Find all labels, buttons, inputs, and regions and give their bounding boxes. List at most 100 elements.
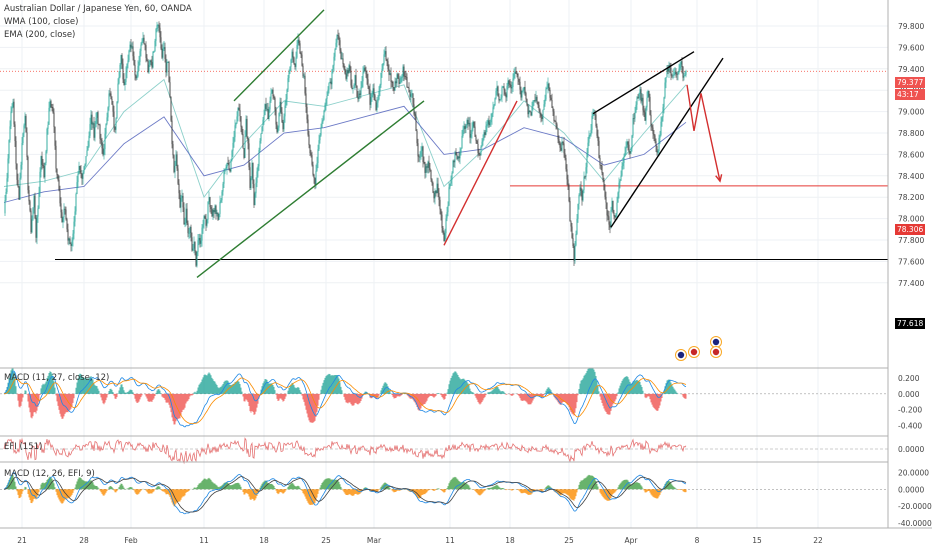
candle-body — [5, 191, 7, 201]
candle-body — [219, 201, 221, 214]
trend-drawings[interactable] — [196, 9, 724, 278]
candle-body — [651, 125, 653, 128]
candle-body — [133, 56, 135, 65]
candle-body — [390, 73, 392, 82]
candle-body — [137, 66, 139, 77]
candle-body — [449, 183, 451, 188]
candle-body — [626, 141, 628, 148]
candle-body — [237, 107, 239, 117]
candle-body — [590, 130, 592, 136]
candle-body — [616, 202, 618, 214]
candle-body — [129, 44, 131, 51]
candle-body — [115, 118, 117, 130]
candle-body — [569, 201, 571, 222]
candle-body — [47, 124, 49, 129]
candle-body — [350, 71, 352, 86]
candle-body — [444, 233, 446, 242]
candle-body — [546, 87, 548, 89]
candle-body — [599, 157, 601, 166]
price-tick: 79.600 — [898, 43, 924, 52]
candle-body — [346, 70, 348, 79]
candle-body — [389, 73, 391, 75]
price-tick: 78.800 — [898, 129, 924, 138]
candle-body — [330, 81, 332, 85]
candle-body — [270, 93, 272, 101]
candle-body — [418, 156, 420, 158]
time-tick: 8 — [695, 536, 700, 545]
price-tick: 78.000 — [898, 215, 924, 224]
candle-body — [339, 40, 341, 51]
candle-body — [406, 77, 408, 88]
candle-body — [239, 110, 241, 117]
candle-body — [180, 197, 182, 208]
candle-body — [336, 35, 338, 43]
candle-body — [267, 108, 269, 120]
candle-body — [471, 128, 473, 135]
event-markers[interactable] — [675, 336, 722, 361]
candle-body — [274, 98, 276, 110]
candle-body — [649, 96, 651, 115]
candle-body — [322, 119, 324, 122]
candle-body — [311, 155, 313, 165]
macd1-tick: 0.000 — [898, 390, 920, 399]
candle-body — [467, 120, 469, 125]
panel-separators[interactable] — [0, 0, 932, 529]
resistance-tag: 78.306 — [895, 224, 925, 235]
candle-body — [373, 88, 375, 96]
candle-body — [295, 57, 297, 67]
candle-body — [185, 208, 187, 223]
candle-body — [536, 96, 538, 102]
candle-body — [245, 118, 247, 137]
candle-body — [579, 187, 581, 196]
candle-body — [30, 210, 32, 233]
candle-body — [42, 164, 44, 167]
candle-body — [661, 117, 663, 122]
candle-body — [644, 112, 646, 121]
time-tick: 11 — [199, 536, 209, 545]
candle-body — [611, 200, 613, 211]
candle-body — [288, 71, 290, 79]
candle-body — [90, 114, 92, 125]
price-tick: 78.600 — [898, 150, 924, 159]
candle-body — [664, 82, 666, 98]
candle-body — [182, 195, 184, 208]
candle-body — [122, 63, 124, 80]
candle-body — [509, 84, 511, 86]
candle-body — [16, 163, 18, 180]
candle-body — [671, 75, 673, 77]
candle-body — [190, 226, 192, 238]
candle-body — [258, 150, 260, 167]
candle-body — [50, 101, 52, 108]
candle-body — [345, 73, 347, 79]
candle-body — [642, 97, 644, 111]
candle-body — [355, 75, 357, 86]
candle-body — [361, 81, 363, 88]
candle-body — [456, 154, 458, 159]
candle-body — [11, 107, 13, 112]
candle-body — [358, 93, 360, 100]
candle-body — [550, 97, 552, 101]
time-axis[interactable]: 21 28 Feb 11 18 25 Mar 11 18 25 Apr 8 15 22 — [17, 536, 823, 545]
candle-body — [636, 97, 638, 105]
candle-body — [586, 153, 588, 168]
candle-body — [139, 51, 141, 62]
candle-body — [25, 115, 27, 133]
candle-body — [118, 76, 120, 84]
candle-body — [606, 202, 608, 216]
candle-body — [434, 190, 436, 199]
candle-body — [4, 200, 6, 214]
candle-body — [480, 146, 482, 156]
candle-body — [279, 101, 281, 114]
candle-body — [342, 58, 344, 65]
candle-body — [69, 238, 71, 245]
candle-body — [387, 61, 389, 70]
candle-body — [32, 207, 34, 220]
candle-body — [581, 190, 583, 201]
candle-body — [438, 192, 440, 200]
candle-body — [291, 51, 293, 60]
candle-body — [400, 77, 402, 83]
candle-body — [332, 65, 334, 70]
candle-body — [462, 129, 464, 136]
candle-body — [317, 149, 319, 164]
candle-body — [215, 205, 217, 215]
